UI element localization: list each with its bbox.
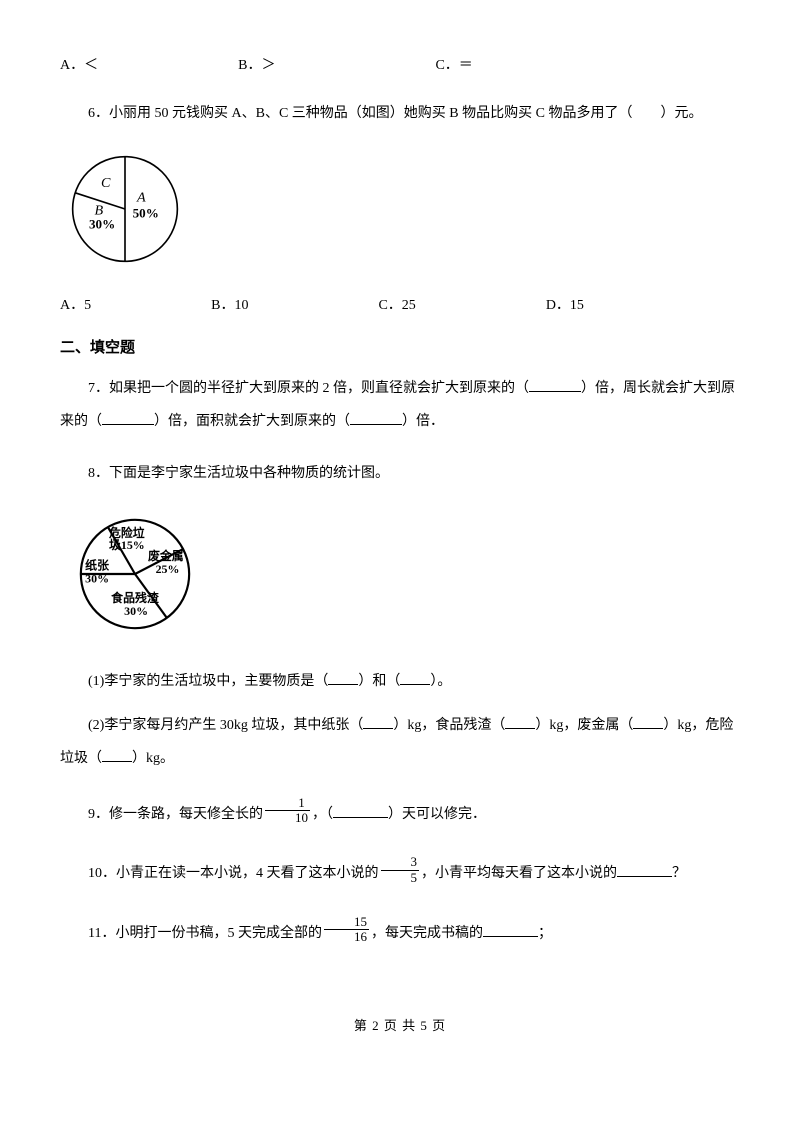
svg-text:30%: 30% — [89, 217, 115, 232]
svg-text:A: A — [136, 189, 146, 205]
svg-text:25%: 25% — [156, 561, 180, 575]
q7-part4: ）倍． — [402, 414, 444, 429]
q10-b: ，小青平均每天看了这本小说的 — [421, 866, 617, 881]
q8-sub1-c: ）。 — [430, 674, 451, 689]
q7-text: 7．如果把一个圆的半径扩大到原来的 2 倍，则直径就会扩大到原来的（）倍，周长就… — [60, 372, 740, 439]
q6-pie-chart: A 50% C B 30% — [60, 149, 740, 277]
q8-sub2: (2)李宁家每月约产生 30kg 垃圾，其中纸张（ ）kg，食品残渣（ ）kg，废金… — [60, 709, 740, 776]
q11-text: 11．小明打一份书稿，5 天完成全部的1516，每天完成书稿的 ； — [60, 917, 740, 951]
q8-sub1-b: ）和（ — [358, 674, 400, 689]
q7-part1: 7．如果把一个圆的半径扩大到原来的 2 倍，则直径就会扩大到原来的（ — [88, 381, 529, 396]
svg-text:30%: 30% — [124, 604, 148, 618]
q9-c: ）天可以修完． — [388, 807, 486, 822]
svg-text:食品残渣: 食品残渣 — [111, 591, 160, 605]
q11-b: ，每天完成书稿的 — [371, 926, 483, 941]
q5-options: A．＜ B．＞ C．＝ — [60, 55, 740, 77]
q6-opt-d: D．15 — [546, 295, 584, 317]
svg-text:C: C — [101, 175, 111, 191]
q8-text: 8．下面是李宁家生活垃圾中各种物质的统计图。 — [60, 457, 740, 491]
svg-text:废金属: 废金属 — [148, 548, 184, 562]
q6-text: 6．小丽用 50 元钱购买 A、B、C 三种物品（如图）她购买 B 物品比购买 … — [60, 97, 740, 131]
q6-opt-c: C．25 — [378, 295, 415, 317]
q9-b: ，（ — [312, 807, 333, 822]
q8-sub2-c: ）kg，废金属（ — [535, 718, 633, 733]
q9-fraction: 110 — [265, 796, 310, 826]
q10-a: 10．小青正在读一本小说，4 天看了这本小说的 — [88, 866, 379, 881]
q9-a: 9．修一条路，每天修全长的 — [88, 807, 263, 822]
svg-text:30%: 30% — [85, 571, 109, 585]
opt-a: A．＜ — [60, 55, 98, 77]
q9-text: 9．修一条路，每天修全长的110，（ ）天可以修完． — [60, 798, 740, 832]
q8-sub2-a: (2)李宁家每月约产生 30kg 垃圾，其中纸张（ — [88, 718, 363, 733]
opt-b: B．＞ — [238, 55, 275, 77]
q8-sub1-a: (1)李宁家的生活垃圾中，主要物质是（ — [88, 674, 328, 689]
svg-text:纸张: 纸张 — [85, 558, 109, 572]
svg-text:圾15%: 圾15% — [109, 538, 145, 552]
q10-fraction: 35 — [381, 855, 420, 885]
page-footer: 第 2 页 共 5 页 — [60, 1016, 740, 1037]
q6-opt-a: A．5 — [60, 295, 91, 317]
q10-text: 10．小青正在读一本小说，4 天看了这本小说的35，小青平均每天看了这本小说的 ？ — [60, 857, 740, 891]
q7-part3: ）倍，面积就会扩大到原来的（ — [154, 414, 350, 429]
q8-sub2-e: ）kg。 — [132, 751, 174, 766]
q11-c: ； — [538, 926, 552, 941]
q8-pie-chart: 危险垃 圾15% 废金属 25% 纸张 30% 食品残渣 30% — [60, 509, 740, 647]
q6-opt-b: B．10 — [211, 295, 248, 317]
q8-sub1: (1)李宁家的生活垃圾中，主要物质是（ ）和（ ）。 — [60, 665, 740, 699]
q8-sub2-b: ）kg，食品残渣（ — [393, 718, 505, 733]
section-2-title: 二、填空题 — [60, 336, 740, 360]
opt-c: C．＝ — [435, 55, 472, 77]
svg-text:50%: 50% — [133, 206, 159, 221]
q11-fraction: 1516 — [324, 915, 369, 945]
q10-c: ？ — [672, 866, 686, 881]
q11-a: 11．小明打一份书稿，5 天完成全部的 — [88, 926, 322, 941]
q6-options: A．5 B．10 C．25 D．15 — [60, 295, 740, 317]
